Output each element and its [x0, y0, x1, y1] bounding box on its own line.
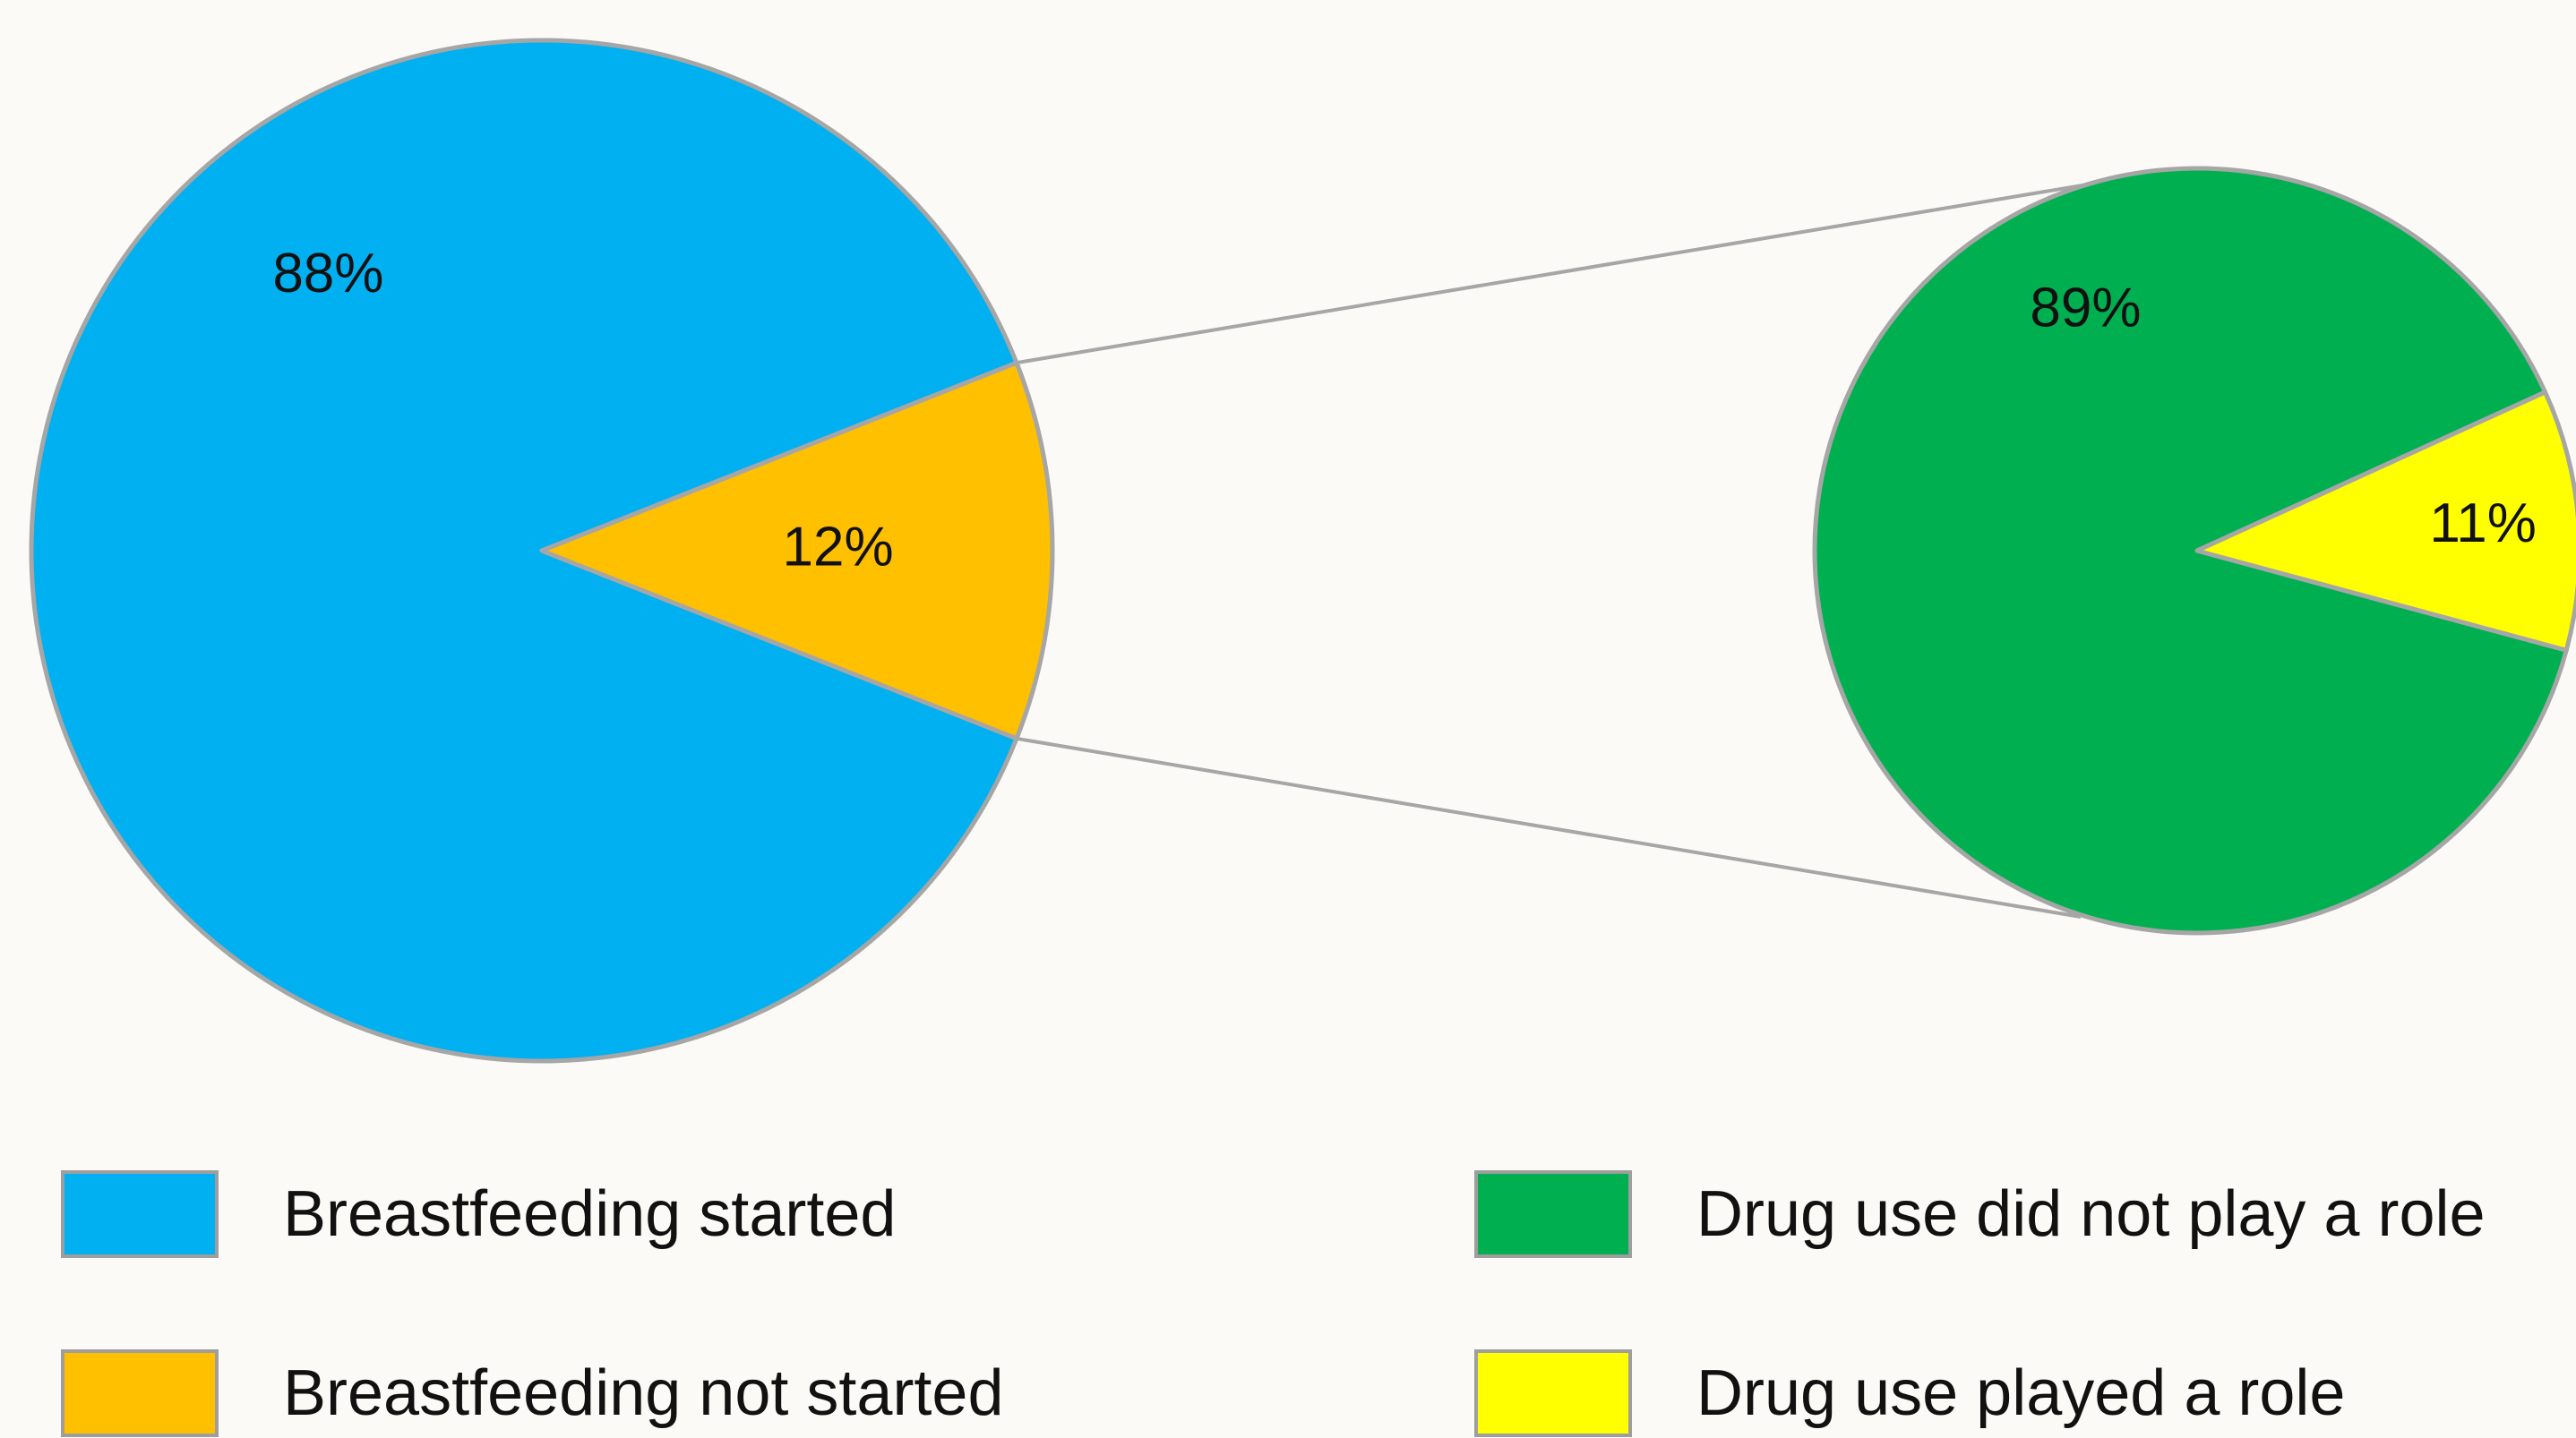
legend-label: Breastfeeding started [283, 1178, 897, 1250]
legend-item-drug-use-played-a-role: Drug use played a role [1474, 1349, 2345, 1437]
data-label-breastfeeding-not-started: 12% [783, 516, 894, 578]
legend-label: Breastfeeding not started [283, 1357, 1004, 1429]
connector-line-bottom [1016, 736, 2082, 919]
legend-swatch [61, 1170, 219, 1258]
legend-swatch [1474, 1170, 1632, 1258]
legend-item-drug-use-did-not-play-a-role: Drug use did not play a role [1474, 1170, 2486, 1258]
pie-slice-breastfeeding-started [29, 38, 1019, 1064]
legend-swatch [1474, 1349, 1632, 1437]
legend-item-breastfeeding-started: Breastfeeding started [61, 1170, 896, 1258]
data-label-breastfeeding-started: 88% [272, 243, 383, 304]
legend-item-breastfeeding-not-started: Breastfeeding not started [61, 1349, 1004, 1437]
connector-line-top [1016, 167, 2180, 365]
pie-slice-drug-use-played-a-role [2194, 389, 2576, 653]
data-label-drug-use-did-not-play-a-role: 89% [2030, 277, 2141, 338]
legend-label: Drug use did not play a role [1696, 1178, 2486, 1250]
data-label-drug-use-played-a-role: 11% [2429, 492, 2537, 554]
pie-slice-drug-use-did-not-play-a-role [1812, 166, 2569, 936]
pie-slice-breastfeeding-not-started [539, 360, 1055, 741]
legend-label: Drug use played a role [1696, 1357, 2346, 1429]
legend-swatch [61, 1349, 219, 1437]
